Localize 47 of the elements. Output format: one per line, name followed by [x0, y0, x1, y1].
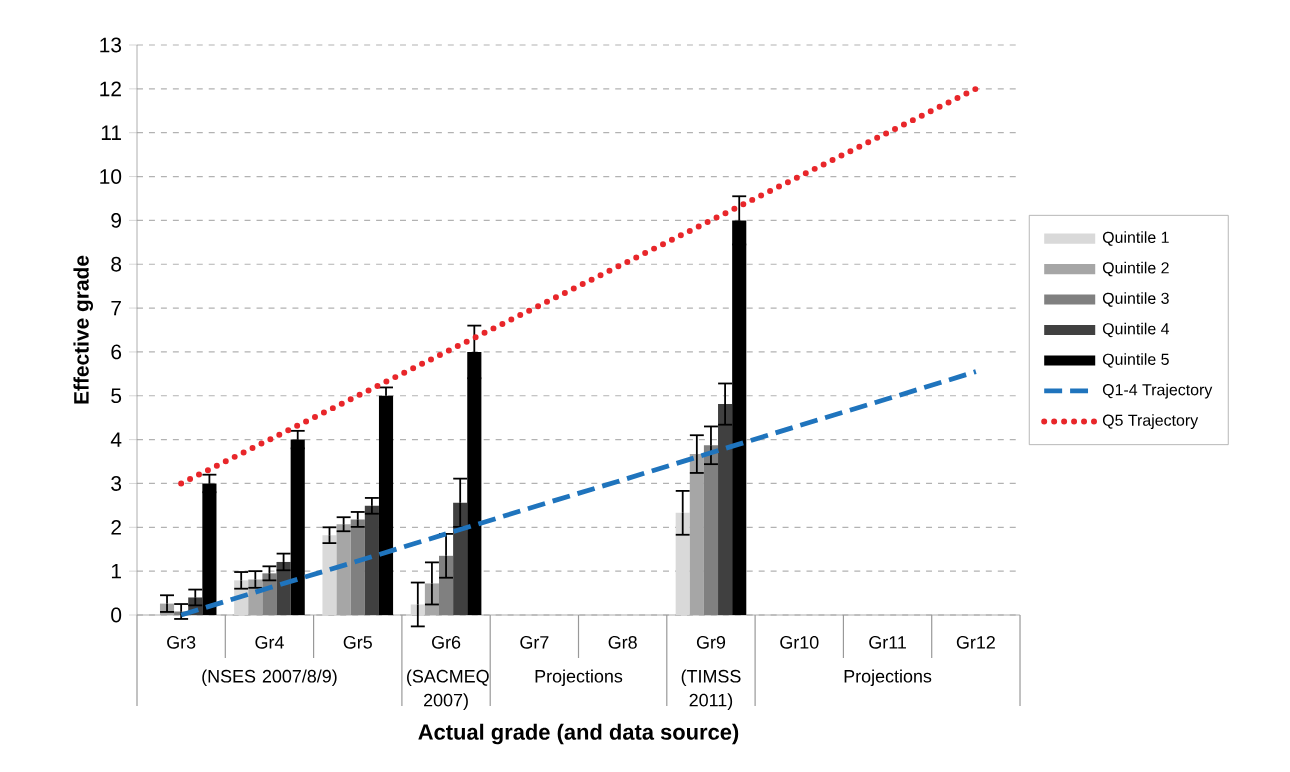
bar — [718, 404, 733, 615]
y-tick-label: 7 — [111, 300, 121, 316]
legend-label: Q1-4 Trajectory — [1102, 383, 1213, 399]
bar — [350, 519, 365, 615]
x-tick-label: Gr7 — [520, 635, 549, 649]
legend-label: Q5 Trajectory — [1102, 414, 1199, 430]
y-tick-label: 9 — [111, 212, 121, 228]
bar — [322, 535, 337, 615]
legend-label: Quintile 2 — [1102, 261, 1169, 277]
bar — [703, 445, 719, 615]
text: (SACMEQ 2007) — [407, 669, 489, 711]
legend-label: Quintile 1 — [1102, 231, 1169, 246]
x-tick-label: Gr11 — [869, 635, 906, 649]
y-tick-label: 4 — [110, 432, 122, 447]
y-tick-label: 3 — [111, 476, 122, 491]
legend-label: Quintile 3 — [1102, 292, 1169, 307]
x-tick-label: Gr5 — [343, 635, 372, 649]
x-tick-label: Gr6 — [432, 635, 461, 649]
x-tick-label: Gr8 — [608, 635, 637, 649]
legend-label: Quintile 4 — [1102, 322, 1170, 338]
x-axis-title: Actual grade (and data source) — [418, 723, 739, 745]
y-tick-label: 5 — [111, 388, 122, 404]
x-tick-label: Gr4 — [255, 635, 284, 649]
y-tick-label: 2 — [111, 520, 121, 535]
text: (TIMSS 2011) — [681, 669, 741, 711]
bar — [438, 555, 454, 615]
y-tick-label: 8 — [111, 256, 122, 272]
text: Projections — [844, 669, 932, 687]
legend-label: Quintile 5 — [1102, 353, 1169, 368]
y-tick-label: 10 — [100, 169, 122, 184]
y-tick-label: 12 — [100, 81, 121, 97]
line-series — [178, 369, 979, 618]
bar — [675, 512, 690, 615]
y-axis-title: Effective grade — [73, 255, 94, 404]
x-tick-label: Gr12 — [956, 635, 995, 649]
y-tick-label: 1 — [111, 563, 121, 579]
text: (NSES 2007/8/9) — [202, 669, 337, 687]
bar — [364, 505, 379, 615]
y-tick-label: 11 — [101, 125, 121, 140]
text: Projections — [535, 669, 623, 687]
y-tick-label: 6 — [111, 344, 122, 360]
y-tick-label: 13 — [100, 37, 122, 53]
bar — [453, 502, 468, 615]
x-tick-label: Gr10 — [780, 635, 819, 649]
x-tick-label: Gr3 — [167, 635, 196, 649]
x-tick-label: Gr9 — [696, 635, 726, 649]
y-tick-label: 0 — [111, 607, 122, 623]
